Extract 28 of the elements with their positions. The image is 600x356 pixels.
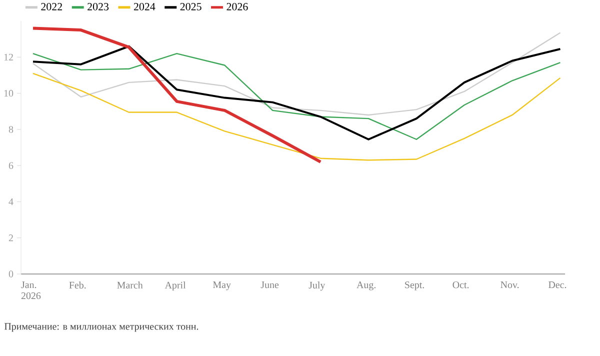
x-tick-label: Jan. 2026: [21, 282, 41, 300]
x-tick-label: April: [164, 282, 186, 291]
y-tick-label: 12: [4, 54, 13, 60]
line-series: [32, 72, 561, 161]
x-tick-label: Dec.: [548, 282, 566, 288]
y-tick-label: 4: [8, 198, 14, 205]
legend-label: 2023: [88, 2, 109, 10]
x-tick-label: Nov.: [500, 282, 519, 288]
y-tick-label: 2: [8, 234, 13, 242]
x-tick-label: Sept.: [405, 282, 424, 290]
legend-label: 2022: [41, 2, 62, 10]
x-tick-label: July: [308, 282, 326, 291]
x-tick-label: Aug.: [356, 282, 376, 290]
y-tick-label: 0: [8, 270, 14, 278]
text: Примечание: в миллионах метрических тонн.: [4, 323, 198, 332]
y-tick-label: 8: [8, 126, 14, 133]
line-series: [32, 32, 561, 116]
x-tick-label: May: [213, 282, 231, 290]
y-tick-label: 6: [8, 162, 14, 169]
x-tick-label: June: [260, 282, 279, 288]
x-tick-label: Feb.: [69, 282, 86, 289]
legend-label: 2026: [226, 2, 248, 10]
y-tick-label: 10: [4, 90, 14, 97]
x-tick-label: Oct.: [452, 282, 469, 288]
line-series: [32, 26, 322, 164]
legend-label: 2025: [180, 2, 202, 10]
legend-label: 2024: [134, 2, 156, 10]
x-tick-label: March: [117, 282, 143, 289]
